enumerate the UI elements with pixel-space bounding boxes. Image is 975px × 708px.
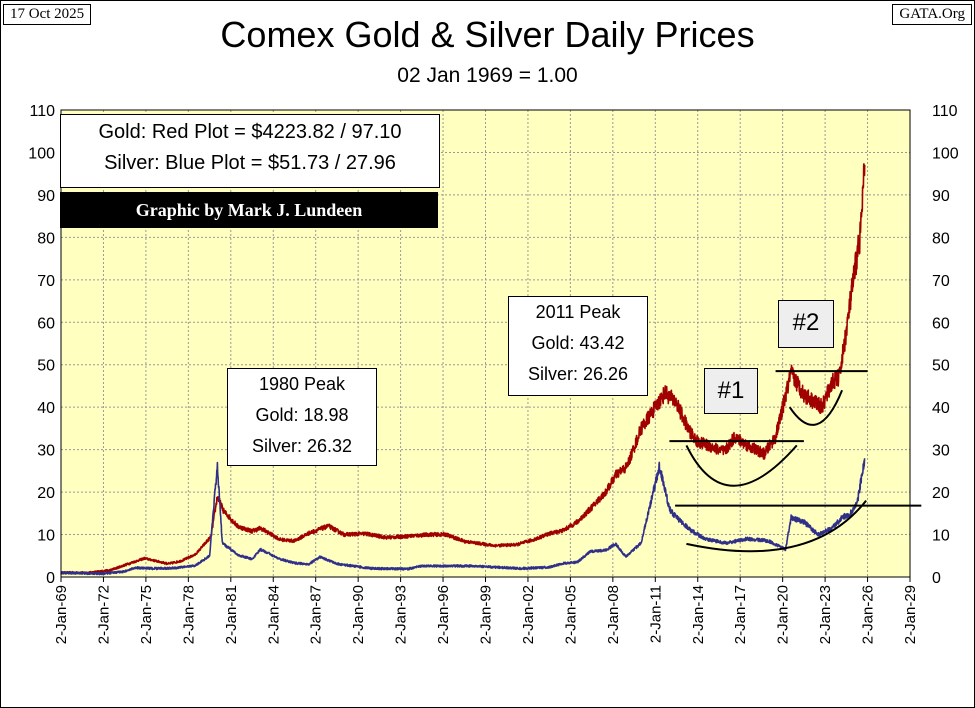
y-tick-label-right: 110: [932, 103, 958, 120]
x-tick-label: 2-Jan-90: [350, 585, 367, 644]
peak-2011-title: 2011 Peak: [535, 302, 621, 322]
y-tick-label-left: 100: [28, 145, 55, 162]
legend: Gold: Red Plot = $4223.82 / 97.10 Silver…: [60, 114, 440, 188]
x-tick-label: 2-Jan-78: [180, 585, 197, 644]
x-tick-label: 2-Jan-20: [775, 585, 792, 644]
y-tick-label-right: 20: [932, 485, 950, 502]
y-tick-label-left: 80: [37, 230, 55, 247]
peak-1980-silver: Silver: 26.32: [251, 436, 353, 456]
y-tick-label-right: 10: [932, 528, 950, 545]
y-tick-label-right: 50: [932, 358, 950, 375]
x-tick-label: 2-Jan-14: [690, 585, 707, 644]
x-tick-label: 2-Jan-08: [605, 585, 622, 644]
y-axis-left: 0 10 20 30 40 50 60 70 80 90 100 110: [28, 103, 55, 587]
y-tick-label-left: 110: [29, 103, 55, 120]
date-label: 17 Oct 2025: [3, 4, 92, 25]
y-tick-label-left: 60: [37, 315, 55, 332]
y-tick-label-right: 30: [932, 443, 950, 460]
y-tick-label-left: 50: [37, 358, 55, 375]
y-tick-label-left: 30: [37, 443, 55, 460]
annotation-1980-peak: 1980 Peak Gold: 18.98 Silver: 26.32: [227, 368, 377, 466]
peak-2011-silver: Silver: 26.26: [527, 364, 629, 384]
trend-annotations: [669, 370, 922, 553]
source-label: GATA.Org: [892, 4, 972, 25]
legend-silver: Silver: Blue Plot = $51.73 / 27.96: [104, 152, 396, 174]
silver-cup-curve: [686, 499, 867, 553]
plot-border: [60, 109, 911, 578]
x-tick-label: 2-Jan-87: [308, 585, 325, 644]
x-tick-label: 2-Jan-69: [53, 585, 70, 644]
y-tick-label-left: 10: [37, 528, 55, 545]
y-tick-label-left: 40: [37, 400, 55, 417]
x-tick-label: 2-Jan-96: [435, 585, 452, 644]
y-tick-label-left: 20: [37, 485, 55, 502]
y-tick-label-right: 90: [932, 188, 950, 205]
series-lines: [60, 163, 866, 576]
legend-gold: Gold: Red Plot = $4223.82 / 97.10: [98, 121, 402, 143]
cup-curve-1: [685, 444, 798, 487]
x-tick-label: 2-Jan-29: [902, 585, 919, 644]
annotation-2011-peak: 2011 Peak Gold: 43.42 Silver: 26.26: [508, 296, 648, 396]
series-line-silver: [60, 458, 866, 576]
y-tick-label-right: 100: [932, 145, 959, 162]
x-tick-label: 2-Jan-84: [265, 585, 282, 644]
x-tick-label: 2-Jan-11: [647, 585, 664, 643]
y-tick-label-left: 0: [46, 570, 55, 587]
y-tick-label-right: 40: [932, 400, 950, 417]
chart-subtitle: 02 Jan 1969 = 1.00: [397, 64, 578, 87]
x-tick-label: 2-Jan-05: [562, 585, 579, 644]
cup-curve-2: [788, 389, 844, 426]
peak-1980-gold: Gold: 18.98: [255, 405, 349, 425]
peak-2011-gold: Gold: 43.42: [531, 333, 625, 353]
chart-title: Comex Gold & Silver Daily Prices: [220, 14, 755, 55]
y-tick-label-right: 80: [932, 230, 950, 247]
x-tick-label: 2-Jan-26: [860, 585, 877, 644]
x-tick-label: 2-Jan-72: [95, 585, 112, 644]
x-axis: 2-Jan-69 2-Jan-72 2-Jan-75 2-Jan-78 2-Jan-81…: [53, 577, 919, 644]
credit-banner: Graphic by Mark J. Lundeen: [60, 192, 438, 228]
y-axis-right: 0 10 20 30 40 50 60 70 80 90 100 110: [932, 103, 959, 587]
series-line-gold: [60, 163, 866, 575]
x-tick-label: 2-Jan-99: [478, 585, 495, 644]
y-tick-label-right: 0: [932, 570, 941, 587]
x-tick-label: 2-Jan-93: [393, 585, 410, 644]
y-tick-label-left: 70: [37, 273, 55, 290]
pattern-marker-2: #2: [778, 300, 834, 348]
pattern-marker-1: #1: [704, 368, 758, 414]
peak-1980-title: 1980 Peak: [258, 374, 346, 394]
x-tick-label: 2-Jan-75: [138, 585, 155, 644]
x-tick-label: 2-Jan-81: [223, 585, 240, 644]
y-tick-label-left: 90: [37, 188, 55, 205]
y-tick-label-right: 60: [932, 315, 950, 332]
x-tick-label: 2-Jan-02: [520, 585, 537, 644]
y-tick-label-right: 70: [932, 273, 950, 290]
x-tick-label: 2-Jan-17: [732, 585, 749, 644]
x-tick-label: 2-Jan-23: [817, 585, 834, 644]
